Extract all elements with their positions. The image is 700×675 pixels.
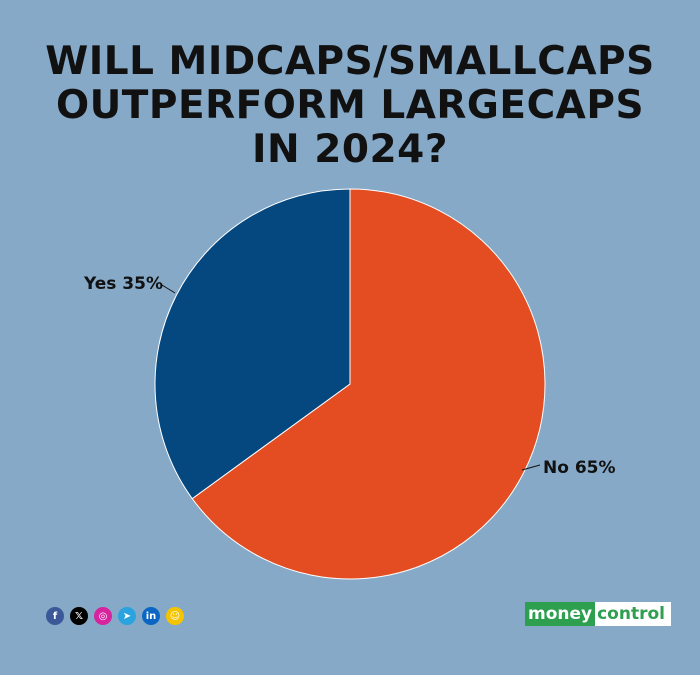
instagram-icon[interactable]: ◎ [94,607,112,625]
title-line-2: OUTPERFORM LARGECAPS [55,83,645,128]
pie-slice-no [191,188,546,580]
x-icon[interactable]: 𝕏 [70,607,88,625]
social-icons: f 𝕏 ◎ ➤ in ☺ [46,607,184,625]
moneycontrol-logo: money control [525,602,671,626]
brand-part-money: money [525,602,596,626]
title-line-3: IN 2024? [252,127,448,172]
title-line-1: WILL MIDCAPS/SMALLCAPS [45,39,655,84]
slice-label-no: No 65% [543,458,616,478]
facebook-icon[interactable]: f [46,607,64,625]
leader-line-yes [161,284,176,294]
slice-label-yes: Yes 35% [83,274,163,294]
telegram-icon[interactable]: ➤ [118,607,136,625]
brand-part-control: control [597,604,665,624]
chart-title: WILL MIDCAPS/SMALLCAPS OUTPERFORM LARGEC… [0,40,700,172]
linkedin-icon[interactable]: in [142,607,160,625]
pie-slice-yes [154,188,351,500]
leader-line-no [521,464,541,471]
snapchat-icon[interactable]: ☺ [166,607,184,625]
